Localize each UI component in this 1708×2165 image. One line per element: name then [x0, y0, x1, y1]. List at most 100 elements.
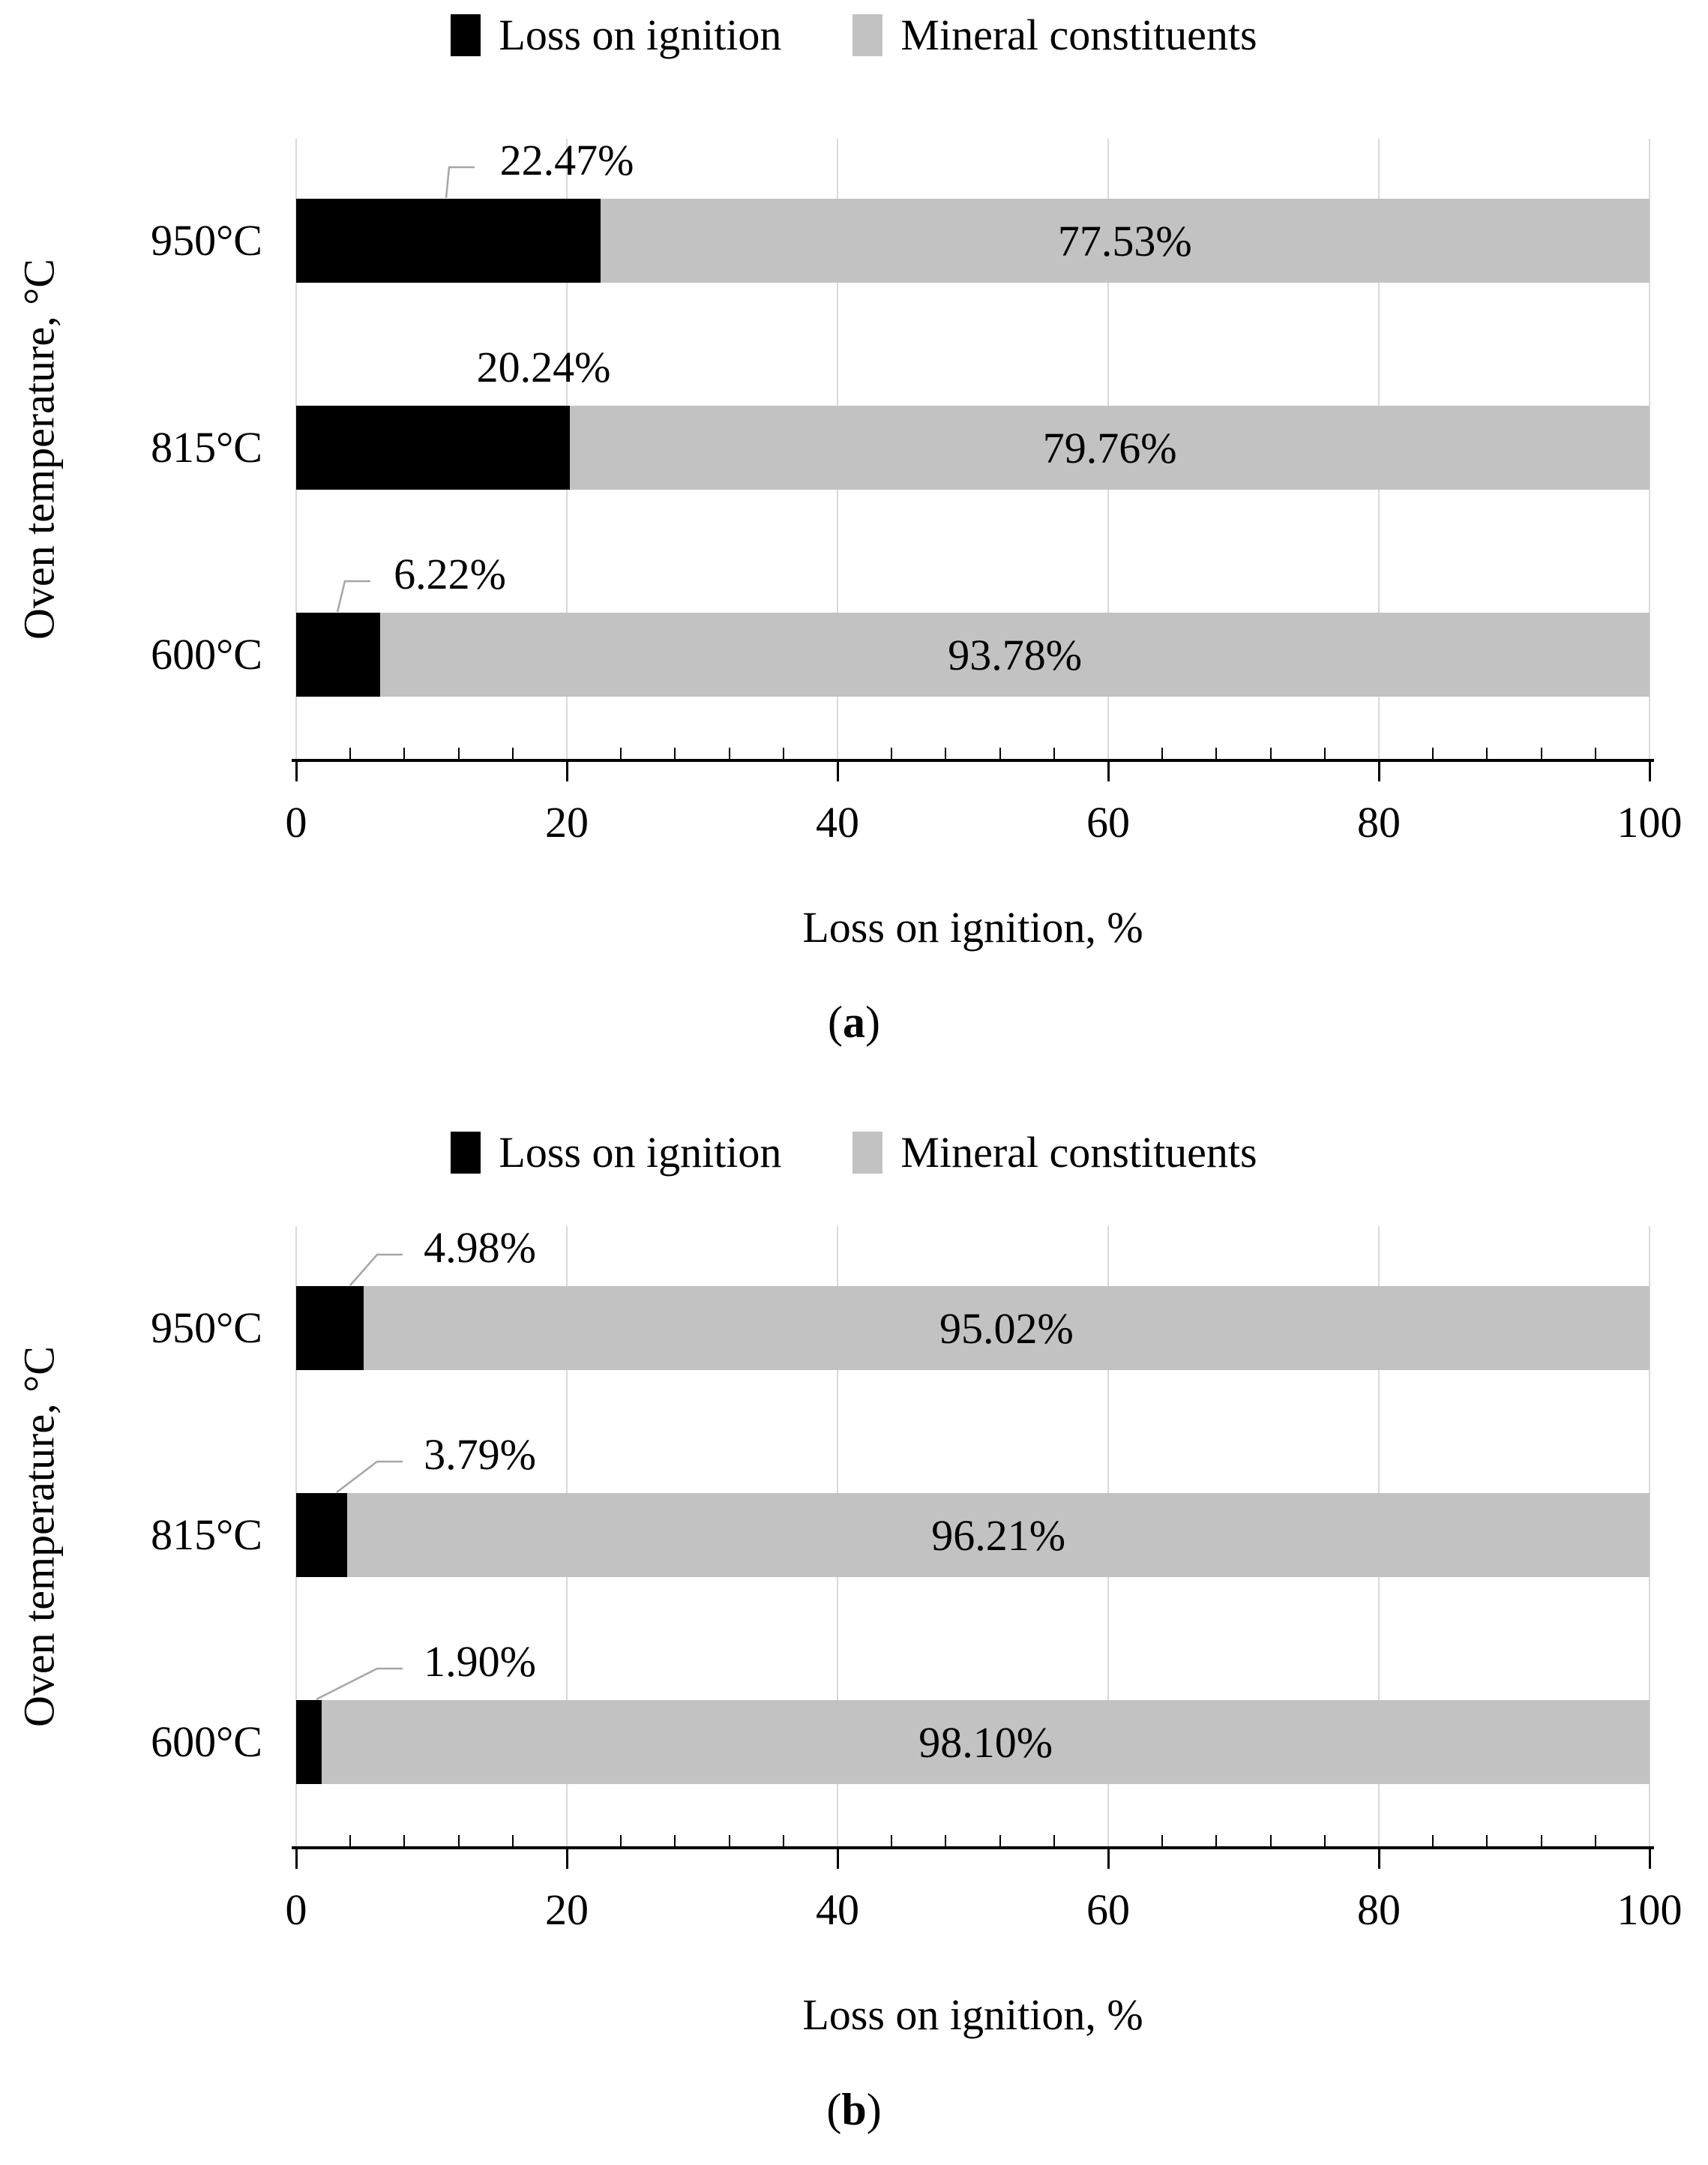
- minor-tick-44: [891, 748, 893, 759]
- minor-tick-88: [1486, 1835, 1488, 1846]
- major-tick-80: [1377, 762, 1380, 781]
- data-label-loss-on-ignition-600°C: 1.90%: [424, 1637, 536, 1686]
- minor-tick-88: [1486, 748, 1488, 759]
- x-tick-label-0: 0: [285, 798, 307, 847]
- legend-item-loss-on-ignition: Loss on ignition: [451, 1129, 781, 1177]
- major-tick-0: [295, 1849, 298, 1869]
- minor-tick-76: [1323, 748, 1326, 759]
- caption-open-paren: (: [828, 997, 843, 1047]
- x-tick-label-0: 0: [285, 1885, 307, 1934]
- bar-mineral-constituents-950°C: 95.02%: [363, 1286, 1650, 1370]
- major-tick-100: [1648, 762, 1651, 781]
- gridline-100: [1649, 139, 1650, 759]
- minor-tick-16: [511, 748, 514, 759]
- bar-loss-on-ignition-950°C: [296, 199, 601, 283]
- category-label-600°C: 600°C: [151, 1717, 262, 1766]
- gridline-100: [1649, 1226, 1650, 1846]
- minor-tick-48: [945, 748, 947, 759]
- minor-tick-84: [1432, 748, 1434, 759]
- minor-tick-56: [1053, 1835, 1055, 1846]
- x-tick-label-20: 20: [545, 798, 589, 847]
- legend-label-loss-on-ignition: Loss on ignition: [499, 10, 782, 59]
- category-label-815°C: 815°C: [151, 1510, 262, 1559]
- minor-tick-76: [1323, 1835, 1326, 1846]
- x-tick-label-40: 40: [816, 798, 859, 847]
- bar-mineral-constituents-600°C: 93.78%: [380, 613, 1650, 697]
- caption-close-paren: ): [865, 997, 880, 1047]
- bar-mineral-constituents-815°C: 79.76%: [570, 406, 1650, 490]
- major-tick-60: [1107, 1849, 1110, 1869]
- major-tick-80: [1377, 1849, 1380, 1869]
- leader-line-600°C: [336, 580, 370, 613]
- minor-tick-68: [1215, 1835, 1218, 1846]
- data-label-mineral-815°C: 79.76%: [1042, 423, 1177, 472]
- x-axis-line: [292, 759, 1654, 762]
- x-tick-label-100: 100: [1617, 1885, 1683, 1934]
- minor-tick-72: [1269, 748, 1272, 759]
- minor-tick-8: [403, 1835, 406, 1846]
- minor-tick-28: [674, 748, 676, 759]
- caption-letter: b: [841, 2085, 867, 2134]
- category-label-600°C: 600°C: [151, 630, 262, 679]
- bar-mineral-constituents-600°C: 98.10%: [322, 1700, 1650, 1784]
- major-tick-20: [565, 1849, 568, 1869]
- x-tick-label-80: 80: [1357, 1885, 1401, 1934]
- major-tick-20: [565, 762, 568, 781]
- chart-panel-a: Loss on ignition Mineral constituents Ov…: [0, 11, 1708, 1047]
- minor-tick-72: [1269, 1835, 1272, 1846]
- leader-line-950°C: [445, 166, 475, 199]
- legend: Loss on ignition Mineral constituents: [0, 1129, 1708, 1177]
- minor-tick-84: [1432, 1835, 1434, 1846]
- data-label-loss-on-ignition-600°C: 6.22%: [394, 550, 506, 598]
- category-axis-labels: 950°C 815°C 600°C: [0, 139, 262, 759]
- minor-tick-52: [999, 1835, 1001, 1846]
- minor-tick-92: [1540, 748, 1542, 759]
- legend-swatch-mineral-constituents-icon: [853, 1131, 883, 1174]
- minor-tick-36: [782, 1835, 784, 1846]
- plot-area: 95.02% 4.98% 96.21% 3.79% 98.10% 1.90%: [295, 1223, 1650, 1846]
- caption-open-paren: (: [826, 2085, 842, 2134]
- minor-tick-52: [999, 748, 1001, 759]
- legend-swatch-mineral-constituents-icon: [853, 13, 883, 56]
- minor-tick-48: [945, 1835, 947, 1846]
- minor-tick-12: [457, 1835, 460, 1846]
- data-label-mineral-600°C: 93.78%: [948, 630, 1083, 679]
- caption-close-paren: ): [866, 2085, 882, 2134]
- category-label-950°C: 950°C: [151, 216, 262, 265]
- minor-tick-32: [728, 1835, 730, 1846]
- x-axis-title: Loss on ignition, %: [802, 1990, 1143, 2039]
- data-label-loss-on-ignition-950°C: 4.98%: [424, 1223, 536, 1272]
- minor-tick-56: [1053, 748, 1055, 759]
- data-label-loss-on-ignition-815°C: 3.79%: [424, 1430, 536, 1479]
- minor-tick-92: [1540, 1835, 1542, 1846]
- minor-tick-64: [1161, 1835, 1164, 1846]
- minor-tick-24: [620, 1835, 622, 1846]
- data-label-mineral-600°C: 98.10%: [918, 1717, 1053, 1767]
- minor-tick-8: [403, 748, 406, 759]
- leader-line-815°C: [336, 1460, 403, 1493]
- minor-tick-24: [620, 748, 622, 759]
- data-label-loss-on-ignition-950°C: 22.47%: [499, 136, 634, 184]
- x-tick-label-60: 60: [1086, 1885, 1130, 1934]
- x-axis-title: Loss on ignition, %: [802, 903, 1143, 952]
- plot-area: 77.53% 22.47% 79.76% 20.24% 93.78% 6.22%: [295, 136, 1650, 759]
- legend: Loss on ignition Mineral constituents: [0, 11, 1708, 59]
- legend-item-mineral-constituents: Mineral constituents: [853, 1129, 1257, 1177]
- bar-loss-on-ignition-815°C: [296, 1493, 348, 1577]
- minor-tick-16: [511, 1835, 514, 1846]
- minor-tick-12: [457, 748, 460, 759]
- legend-item-loss-on-ignition: Loss on ignition: [451, 11, 781, 59]
- minor-tick-68: [1215, 748, 1218, 759]
- x-tick-label-40: 40: [816, 1885, 859, 1934]
- x-axis-line: [292, 1846, 1654, 1849]
- x-tick-label-80: 80: [1357, 798, 1401, 847]
- category-label-815°C: 815°C: [151, 423, 262, 472]
- bar-mineral-constituents-815°C: 96.21%: [347, 1493, 1650, 1577]
- caption-letter: a: [843, 997, 865, 1047]
- major-tick-40: [836, 1849, 839, 1869]
- leader-line-600°C: [316, 1667, 403, 1701]
- legend-label-mineral-constituents: Mineral constituents: [900, 1128, 1257, 1177]
- category-label-950°C: 950°C: [151, 1303, 262, 1352]
- minor-tick-44: [891, 1835, 893, 1846]
- minor-tick-4: [349, 748, 352, 759]
